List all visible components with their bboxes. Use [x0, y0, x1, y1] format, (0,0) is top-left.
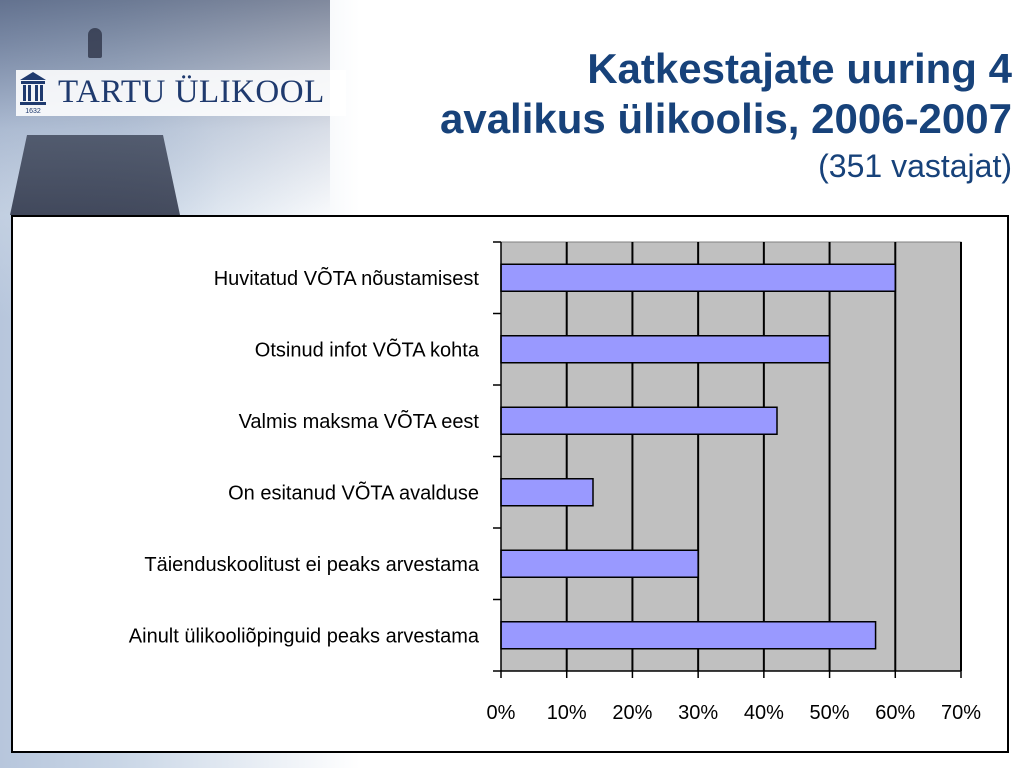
x-tick-label: 30%: [678, 702, 718, 724]
bar: [500, 406, 778, 435]
x-tick-label: 50%: [810, 702, 850, 724]
bar: [500, 263, 897, 292]
title-block: Katkestajate uuring 4 avalikus ülikoolis…: [440, 44, 1012, 186]
x-tick-label: 70%: [941, 702, 981, 724]
category-label: Otsinud infot VÕTA kohta: [255, 337, 480, 361]
bar: [500, 478, 594, 507]
street-lamp-decoration: [10, 135, 180, 215]
bar: [500, 549, 699, 578]
bar: [500, 621, 877, 650]
chart-frame: 0% 10% 20% 30% 40% 50% 60% 70% Huvitatud VÕTA nõ…: [11, 215, 1009, 753]
lamp-finial-decoration: [88, 28, 102, 58]
x-tick-label: 20%: [612, 702, 652, 724]
category-label: Valmis maksma VÕTA eest: [239, 409, 480, 433]
category-label: On esitanud VÕTA avalduse: [228, 480, 479, 504]
plot-area: [500, 241, 962, 672]
page-subtitle: (351 vastajat): [818, 148, 1012, 184]
category-label: Täienduskoolitust ei peaks arvestama: [144, 554, 479, 576]
x-tick-label: 60%: [875, 702, 915, 724]
university-emblem-icon: 1632: [20, 72, 46, 114]
page-title-line1: Katkestajate uuring 4: [587, 45, 1012, 92]
x-tick-label: 10%: [547, 702, 587, 724]
category-label: Huvitatud VÕTA nõustamisest: [214, 266, 480, 290]
x-tick-label: 40%: [744, 702, 784, 724]
category-label: Ainult ülikooliõpinguid peaks arvestama: [129, 625, 480, 647]
x-tick-label: 0%: [487, 702, 516, 724]
logo-text: TARTU ÜLIKOOL: [58, 74, 325, 110]
bar: [500, 335, 831, 364]
university-logo: 1632 TARTU ÜLIKOOL: [16, 70, 346, 116]
page-title-line2: avalikus ülikoolis, 2006-2007: [439, 95, 1012, 142]
emblem-year: 1632: [25, 108, 41, 114]
